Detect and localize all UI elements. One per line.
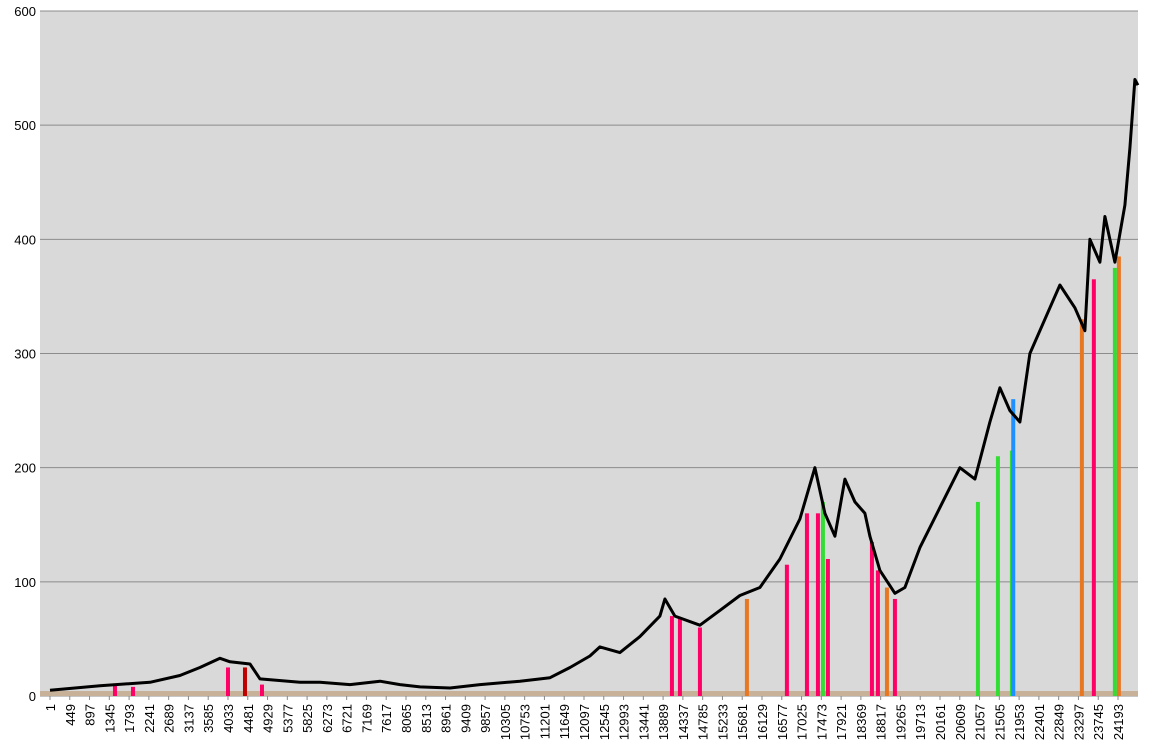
bar — [869, 541, 874, 696]
bar — [225, 667, 230, 696]
x-tick-label: 22401 — [1032, 704, 1047, 740]
bar — [1116, 256, 1121, 696]
x-tick-label: 16129 — [755, 704, 770, 740]
x-tick-label: 21505 — [992, 704, 1007, 740]
x-tick-label: 897 — [83, 704, 98, 726]
x-tick-label: 9409 — [458, 704, 473, 733]
x-tick-label: 17473 — [814, 704, 829, 740]
bar — [1091, 279, 1096, 696]
bar — [669, 616, 674, 696]
x-tick-label: 10305 — [498, 704, 513, 740]
x-tick-label: 13441 — [636, 704, 651, 740]
x-tick-label: 17921 — [834, 704, 849, 740]
x-tick-label: 23297 — [1071, 704, 1086, 740]
bar — [677, 618, 682, 696]
bar — [1112, 267, 1117, 696]
bar — [820, 501, 825, 696]
bar — [884, 587, 889, 696]
x-tick-label: 19713 — [913, 704, 928, 740]
x-tick-label: 7169 — [359, 704, 374, 733]
x-tick-label: 8513 — [419, 704, 434, 733]
x-tick-label: 22849 — [1052, 704, 1067, 740]
bar — [995, 456, 1000, 696]
x-tick-label: 4481 — [241, 704, 256, 733]
bar — [892, 598, 897, 696]
y-tick-label: 600 — [14, 4, 36, 19]
x-tick-label: 8961 — [439, 704, 454, 733]
bar — [697, 627, 702, 696]
baseline-band — [40, 691, 1138, 696]
x-tick-label: 4033 — [221, 704, 236, 733]
x-tick-label: 4929 — [261, 704, 276, 733]
x-tick-label: 14337 — [676, 704, 691, 740]
x-tick-label: 19265 — [893, 704, 908, 740]
x-tick-label: 1793 — [122, 704, 137, 733]
line — [49, 78, 1140, 692]
x-tick-label: 11201 — [537, 704, 552, 739]
bar — [1011, 399, 1016, 696]
x-tick-label: 24193 — [1111, 704, 1126, 740]
x-tick-label: 6273 — [320, 704, 335, 733]
bar — [815, 513, 820, 696]
x-tick-label: 12545 — [597, 704, 612, 740]
x-tick-label: 2241 — [142, 704, 157, 733]
x-tick-label: 1 — [43, 704, 58, 711]
x-tick-label: 6721 — [340, 704, 355, 733]
x-tick-label: 20161 — [933, 704, 948, 740]
x-tick-label: 13889 — [656, 704, 671, 740]
x-tick-label: 5377 — [280, 704, 295, 733]
bar — [875, 570, 880, 696]
x-tick-label: 21057 — [973, 704, 988, 740]
y-tick-label: 0 — [29, 689, 36, 704]
y-tick-label: 300 — [14, 347, 36, 362]
x-tick-label: 15233 — [715, 704, 730, 740]
x-tick-label: 8065 — [399, 704, 414, 733]
x-tick-label: 12097 — [577, 704, 592, 740]
y-tick-label: 500 — [14, 118, 36, 133]
bar — [825, 559, 830, 696]
x-tick-label: 9857 — [478, 704, 493, 733]
y-tick-label: 100 — [14, 575, 36, 590]
x-tick-label: 5825 — [300, 704, 315, 733]
x-tick-label: 21953 — [1012, 704, 1027, 740]
x-tick-label: 16577 — [775, 704, 790, 740]
bar — [242, 667, 247, 696]
x-tick-label: 17025 — [795, 704, 810, 740]
x-tick-label: 18817 — [874, 704, 889, 740]
x-tick-label: 3585 — [201, 704, 216, 733]
bar — [1079, 319, 1084, 696]
x-tick-label: 2689 — [162, 704, 177, 733]
bar — [112, 685, 117, 696]
x-tick-label: 23745 — [1091, 704, 1106, 740]
x-tick-label: 3137 — [181, 704, 196, 733]
x-tick-label: 449 — [63, 704, 78, 726]
x-tick-label: 14785 — [696, 704, 711, 740]
bar — [259, 684, 264, 696]
bar — [804, 513, 809, 696]
x-tick-label: 11649 — [557, 704, 572, 739]
bar — [130, 686, 135, 696]
bar — [784, 564, 789, 696]
x-tick-label: 7617 — [379, 704, 394, 733]
x-tick-label: 20609 — [953, 704, 968, 740]
x-tick-label: 18369 — [854, 704, 869, 740]
x-tick-label: 1345 — [102, 704, 117, 733]
bar — [975, 501, 980, 696]
x-tick-label: 15681 — [735, 704, 750, 740]
bar — [744, 598, 749, 696]
y-tick-label: 200 — [14, 461, 36, 476]
x-tick-label: 12993 — [617, 704, 632, 740]
x-tick-label: 10753 — [518, 704, 533, 740]
y-tick-label: 400 — [14, 232, 36, 247]
